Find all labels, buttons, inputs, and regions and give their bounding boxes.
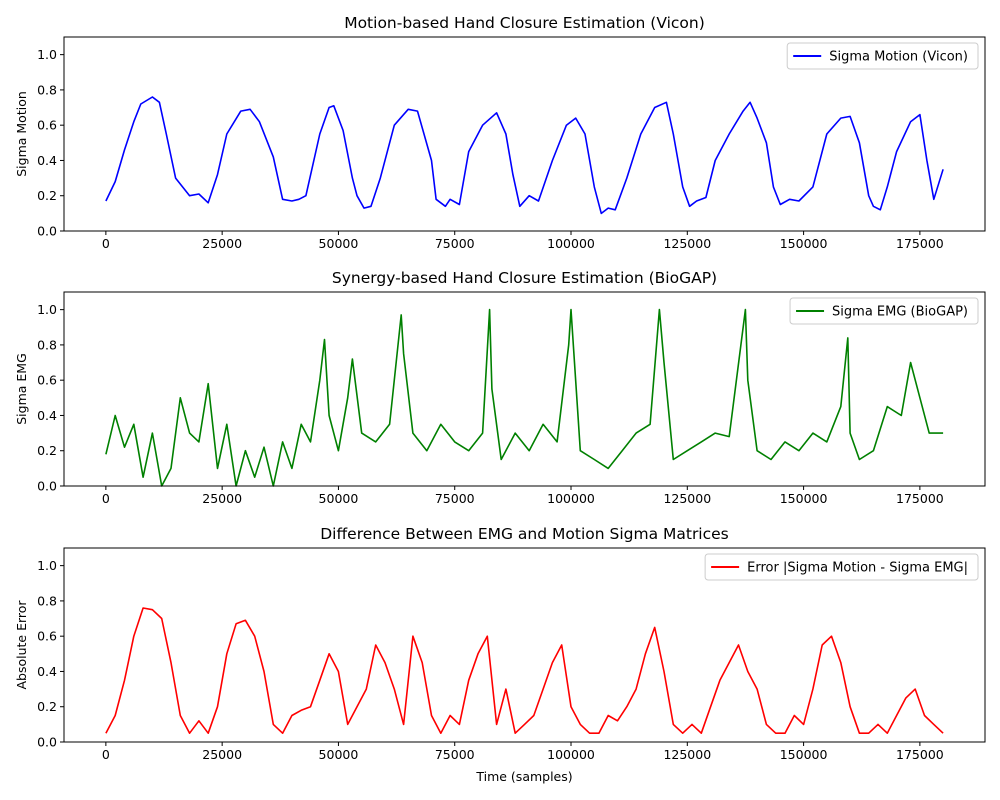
axes-frame: [63, 36, 986, 232]
y-tick-label: 0.8: [37, 82, 57, 97]
legend: Sigma EMG (BioGAP): [789, 297, 979, 325]
legend-box: [704, 553, 979, 581]
legend-label: Sigma EMG (BioGAP): [832, 305, 968, 320]
legend-label: Error |Sigma Motion - Sigma EMG|: [747, 561, 968, 576]
x-tick-label: 25000: [202, 747, 242, 762]
axes-frame: [63, 291, 986, 487]
x-tick-label: 100000: [547, 236, 595, 251]
x-tick-label: 0: [102, 236, 110, 251]
x-tick-label: 150000: [780, 747, 828, 762]
y-tick-label: 0.6: [37, 629, 57, 644]
x-tick-label: 75000: [435, 747, 475, 762]
chart-panel-2: 0 25000 50000 75000 100000 125000 150000 175000…: [14, 269, 986, 506]
y-tick-label: 1.0: [37, 558, 57, 573]
y-tick-label: 0.4: [37, 664, 57, 679]
y-tick-label: 1.0: [37, 47, 57, 62]
x-tick-label: 175000: [896, 236, 944, 251]
legend: Error |Sigma Motion - Sigma EMG|: [704, 553, 979, 581]
x-tick-label: 125000: [663, 236, 711, 251]
x-tick-label: 150000: [780, 236, 828, 251]
y-tick-label: 0.6: [37, 118, 57, 133]
chart-panel-3: 0 25000 50000 75000 100000 125000 150000 175000…: [14, 525, 986, 784]
x-tick-label: 50000: [319, 236, 359, 251]
x-tick-label: 175000: [896, 491, 944, 506]
chart-title: Motion-based Hand Closure Estimation (Vi…: [344, 14, 705, 32]
y-tick-label: 0.6: [37, 373, 57, 388]
x-tick-label: 75000: [435, 491, 475, 506]
y-tick-label: 0.0: [37, 479, 57, 494]
y-tick-label: 0.0: [37, 224, 57, 239]
legend-label: Sigma Motion (Vicon): [829, 50, 968, 65]
legend-box: [789, 297, 979, 325]
y-tick-label: 0.2: [37, 188, 57, 203]
x-tick-label: 0: [102, 747, 110, 762]
series-line-1: [105, 607, 944, 735]
legend: Sigma Motion (Vicon): [786, 42, 979, 70]
y-axis-label: Absolute Error: [14, 600, 29, 690]
y-tick-label: 0.2: [37, 699, 57, 714]
chart-title: Synergy-based Hand Closure Estimation (B…: [332, 269, 717, 287]
axes-frame: [63, 547, 986, 743]
x-axis-label: Time (samples): [475, 769, 572, 784]
x-tick-label: 125000: [663, 747, 711, 762]
y-tick-label: 0.8: [37, 337, 57, 352]
x-tick-label: 100000: [547, 491, 595, 506]
series-line-1: [105, 96, 944, 215]
y-axis-label: Sigma EMG: [14, 353, 29, 425]
y-axis-label: Sigma Motion: [14, 91, 29, 177]
series-line-1: [105, 308, 944, 487]
x-tick-label: 25000: [202, 491, 242, 506]
x-tick-label: 50000: [319, 747, 359, 762]
x-tick-label: 50000: [319, 491, 359, 506]
x-tick-label: 0: [102, 491, 110, 506]
y-tick-label: 0.4: [37, 153, 57, 168]
x-tick-label: 100000: [547, 747, 595, 762]
legend-box: [786, 42, 979, 70]
x-tick-label: 75000: [435, 236, 475, 251]
chart-panel-1: 0 25000 50000 75000 100000 125000 150000 175000…: [14, 14, 986, 251]
x-tick-label: 125000: [663, 491, 711, 506]
y-tick-label: 0.8: [37, 593, 57, 608]
x-tick-label: 150000: [780, 491, 828, 506]
x-tick-label: 25000: [202, 236, 242, 251]
y-tick-label: 0.2: [37, 443, 57, 458]
chart-title: Difference Between EMG and Motion Sigma …: [320, 525, 729, 543]
x-tick-label: 175000: [896, 747, 944, 762]
y-tick-label: 1.0: [37, 302, 57, 317]
y-tick-label: 0.4: [37, 408, 57, 423]
y-tick-label: 0.0: [37, 735, 57, 750]
